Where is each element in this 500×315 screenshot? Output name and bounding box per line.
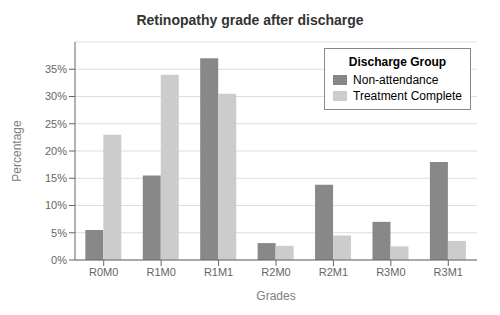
html-text:Treatment Complete: Treatment Complete [353, 89, 462, 103]
svg-text:25%: 25% [45, 118, 67, 130]
svg-text:10%: 10% [45, 199, 67, 211]
svg-text:R3M0: R3M0 [376, 266, 405, 278]
html-text:Discharge Group: Discharge Group [348, 55, 447, 69]
svg-text:R2M0: R2M0 [261, 266, 290, 278]
svg-text:35%: 35% [45, 63, 67, 75]
svg-text:Percentage: Percentage [10, 120, 24, 182]
svg-text:R1M1: R1M1 [204, 266, 233, 278]
svg-text:Grades: Grades [256, 289, 295, 303]
html-text:Non-attendance: Non-attendance [353, 73, 439, 87]
svg-text:5%: 5% [51, 227, 67, 239]
svg-text:R2M1: R2M1 [319, 266, 348, 278]
svg-text:20%: 20% [45, 145, 67, 157]
svg-text:0%: 0% [51, 254, 67, 266]
svg-text:15%: 15% [45, 172, 67, 184]
svg-text:R1M0: R1M0 [146, 266, 175, 278]
svg-text:R3M1: R3M1 [434, 266, 463, 278]
html-text:Retinopathy grade after discha: Retinopathy grade after discharge [136, 12, 364, 28]
svg-text:30%: 30% [45, 90, 67, 102]
svg-text:R0M0: R0M0 [89, 266, 118, 278]
